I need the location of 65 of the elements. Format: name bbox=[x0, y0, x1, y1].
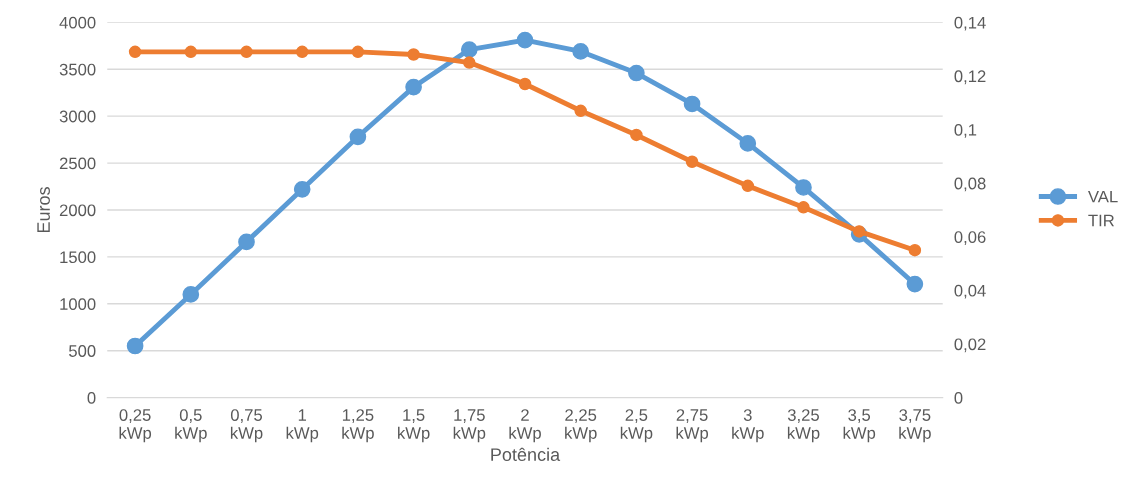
point bbox=[574, 104, 587, 118]
point bbox=[293, 181, 311, 198]
point bbox=[741, 179, 755, 193]
x-tick-label: 3,75 kWp bbox=[899, 409, 931, 443]
x-tick-label: 0,5 kWp bbox=[175, 409, 207, 443]
y2-tick-label: 0,1 bbox=[954, 123, 977, 138]
point bbox=[349, 128, 367, 146]
x-tick-label: 3,5 kWp bbox=[843, 409, 876, 443]
legend-label: VAL bbox=[1088, 190, 1118, 203]
point bbox=[405, 78, 422, 96]
x-tick-label: 1,5 kWp bbox=[398, 409, 430, 443]
point bbox=[460, 41, 478, 58]
point bbox=[906, 275, 924, 293]
y-tick-label: 4000 bbox=[59, 16, 96, 29]
x-tick-label: 0,75 kWp bbox=[230, 409, 263, 443]
y2-tick-label: 0,04 bbox=[954, 284, 986, 299]
y-tick-label: 3500 bbox=[59, 63, 96, 76]
point bbox=[295, 45, 309, 59]
point bbox=[240, 45, 253, 59]
point bbox=[518, 77, 532, 91]
y2-tick-label: 0 bbox=[954, 392, 963, 404]
x-tick-label: 2 kWp bbox=[509, 409, 541, 443]
point bbox=[407, 48, 420, 61]
y-tick-label: 2500 bbox=[59, 157, 96, 170]
point bbox=[516, 31, 534, 49]
y-tick-label: 1000 bbox=[60, 298, 96, 310]
y-tick-label: 0 bbox=[87, 392, 96, 404]
point bbox=[184, 45, 198, 59]
point bbox=[463, 56, 476, 69]
y2-tick-label: 0,08 bbox=[954, 177, 986, 192]
y2-tick-label: 0,14 bbox=[954, 16, 986, 31]
y-tick-label: 2000 bbox=[59, 204, 96, 217]
x-tick-label: 1,25 kWp bbox=[342, 409, 374, 443]
point bbox=[628, 64, 645, 82]
point bbox=[351, 45, 365, 59]
point bbox=[630, 128, 643, 142]
x-tick-label: 0,25 kWp bbox=[119, 409, 152, 443]
x-tick-label: 2,5 kWp bbox=[620, 409, 653, 443]
y-tick-label: 1500 bbox=[60, 251, 96, 264]
x-tick-label: 2,75 kWp bbox=[676, 409, 709, 443]
x-tick-label: 1,75 kWp bbox=[453, 409, 486, 443]
x-axis-title: Potência bbox=[491, 447, 561, 462]
x-tick-label: 2,25 kWp bbox=[565, 409, 597, 443]
x-tick-label: 3,25 kWp bbox=[787, 409, 820, 443]
point bbox=[908, 243, 922, 257]
y-tick-label: 3000 bbox=[59, 110, 96, 123]
point bbox=[685, 155, 699, 168]
point bbox=[126, 337, 144, 355]
legend-label: TIR bbox=[1088, 214, 1114, 227]
y-tick-label: 500 bbox=[69, 345, 96, 357]
point bbox=[797, 201, 810, 214]
point bbox=[182, 286, 200, 303]
x-tick-label: 3 kWp bbox=[732, 409, 764, 443]
y2-tick-label: 0,02 bbox=[954, 338, 986, 353]
point bbox=[795, 179, 812, 196]
point bbox=[128, 45, 142, 59]
point bbox=[852, 225, 866, 238]
point bbox=[238, 233, 255, 251]
y2-tick-label: 0,06 bbox=[954, 231, 986, 245]
y-axis-title: Euros bbox=[37, 187, 50, 233]
x-tick-label: 1 kWp bbox=[286, 409, 319, 443]
point bbox=[572, 43, 590, 60]
point bbox=[683, 95, 701, 113]
y2-tick-label: 0,12 bbox=[954, 70, 986, 85]
point bbox=[739, 135, 757, 152]
